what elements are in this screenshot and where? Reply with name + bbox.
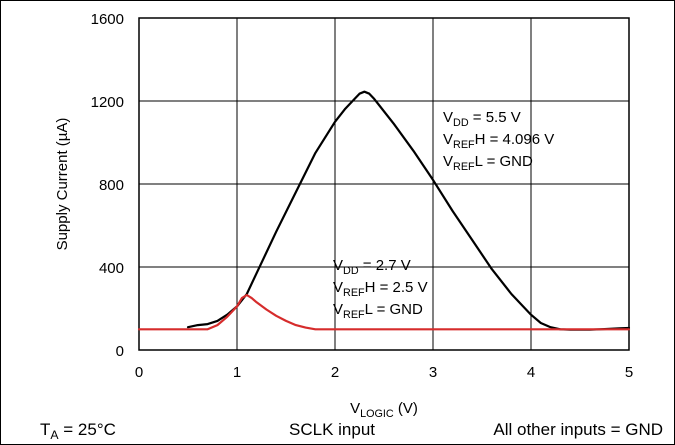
annotation-line-part: V [443,153,453,170]
y-axis-label: Supply Current (µA) [54,118,71,251]
annotation-line-part: REF [343,287,365,299]
footer-note-part: = 25°C [59,420,116,439]
annotation-line: VREFL = GND [333,301,423,321]
annotation-line-part: = 5.5 V [469,109,521,126]
y-tick-label: 1200 [91,94,124,111]
annotation-line: VDD = 2.7 V [333,257,411,277]
x-tick-label: 2 [331,364,339,381]
annotation-line: VDD = 5.5 V [443,109,521,129]
annotation-line-part: L = GND [365,301,423,318]
annotation-line-part: V [443,109,453,126]
annotation-line: VREFH = 4.096 V [443,131,554,151]
x-axis-label-part: (V) [394,400,418,417]
annotation-line-part: = 2.7 V [359,257,411,274]
annotation-line: VREFL = GND [443,153,533,173]
annotation-line-part: DD [453,117,469,129]
plot-area [138,17,630,351]
footer-note: SCLK input [289,420,375,439]
annotation-line: VREFH = 2.5 V [333,279,428,299]
x-axis-label: VLOGIC (V) [350,400,418,420]
footer-note-part: A [50,428,59,442]
y-tick-label: 800 [99,177,124,194]
y-tick-label: 1600 [91,11,124,28]
annotation-line-part: REF [453,161,475,173]
annotation-line-part: DD [343,265,359,277]
footer-note-part: T [40,420,50,439]
x-tick-label: 3 [429,364,437,381]
x-axis-label-part: LOGIC [360,408,394,420]
annotation-line-part: H = 4.096 V [475,131,555,148]
annotation-line-part: L = GND [475,153,533,170]
x-axis-label-part: V [350,400,360,417]
footer-note: All other inputs = GND [493,420,663,439]
annotation-line-part: H = 2.5 V [365,279,428,296]
annotation-line-part: REF [343,309,365,321]
annotation-line-part: V [333,301,343,318]
y-tick-label: 400 [99,260,124,277]
footer-note-part: All other inputs = GND [493,420,663,439]
y-tick-label: 0 [116,343,124,360]
footer-note: TA = 25°C [40,420,116,442]
annotation-line-part: V [443,131,453,148]
footer-note-part: SCLK input [289,420,375,439]
annotation-line-part: REF [453,139,475,151]
x-tick-label: 4 [527,364,535,381]
x-tick-label: 5 [625,364,633,381]
annotation-line-part: V [333,279,343,296]
x-tick-label: 1 [233,364,241,381]
x-tick-label: 0 [135,364,143,381]
series-line-vdd-2v7 [137,293,631,331]
annotation-line-part: V [333,257,343,274]
